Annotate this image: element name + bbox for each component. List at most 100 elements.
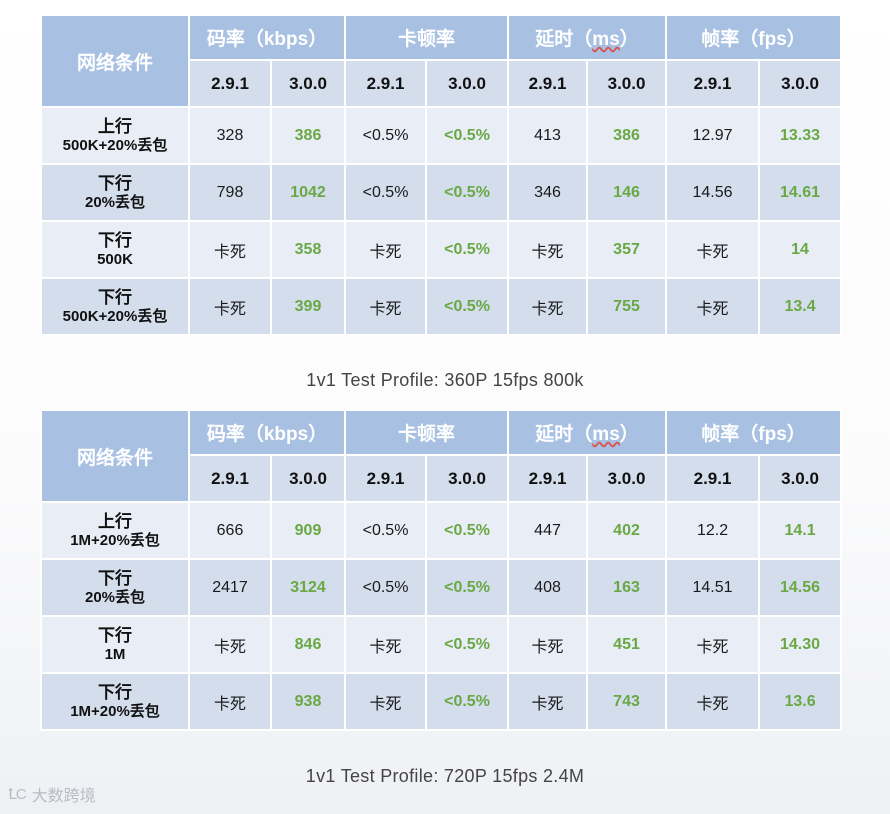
value-cell: 14.61 (758, 163, 843, 222)
version-header: 3.0.0 (758, 454, 843, 503)
table-row: 下行 20%丢包 798 1042 <0.5% <0.5% 346 146 14.… (40, 163, 843, 222)
value-cell: <0.5% (425, 558, 510, 617)
value-cell: 14.1 (758, 501, 843, 560)
network-condition-cell: 下行 20%丢包 (40, 558, 190, 617)
watermark: ꝈC 大数跨境 (8, 782, 96, 806)
value-cell: 358 (269, 220, 347, 279)
value-cell: 卡死 (344, 220, 428, 279)
value-cell: 13.4 (758, 277, 843, 336)
value-cell: 卡死 (665, 220, 761, 279)
bitrate-header: 码率（kbps） (187, 409, 347, 456)
value-cell: 451 (586, 615, 668, 674)
table-caption-360p: 1v1 Test Profile: 360P 15fps 800k (306, 370, 584, 390)
value-cell: <0.5% (425, 501, 510, 560)
value-cell: 328 (188, 106, 272, 165)
network-condition-cell: 下行 1M+20%丢包 (40, 672, 190, 731)
value-cell: 14.56 (758, 558, 843, 617)
version-header: 3.0.0 (586, 454, 668, 503)
version-header: 3.0.0 (425, 454, 510, 503)
value-cell: <0.5% (425, 163, 510, 222)
value-cell: 402 (586, 501, 668, 560)
version-header: 3.0.0 (758, 59, 843, 108)
value-cell: 卡死 (188, 277, 272, 336)
table-row: 下行 20%丢包 2417 3124 <0.5% <0.5% 408 163 14… (40, 558, 843, 617)
version-header: 3.0.0 (586, 59, 668, 108)
bitrate-header: 码率（kbps） (187, 14, 347, 61)
value-cell: <0.5% (344, 501, 428, 560)
value-cell: 3124 (269, 558, 347, 617)
value-cell: 14.51 (665, 558, 761, 617)
version-header: 3.0.0 (269, 454, 347, 503)
value-cell: 12.2 (665, 501, 761, 560)
version-header-row: 2.9.1 3.0.0 2.9.1 3.0.0 2.9.1 3.0.0 2.9.… (41, 454, 843, 503)
network-condition-cell: 上行 500K+20%丢包 (40, 106, 190, 165)
value-cell: <0.5% (425, 220, 510, 279)
version-header: 3.0.0 (425, 59, 510, 108)
value-cell: 卡死 (344, 277, 428, 336)
value-cell: 卡死 (188, 672, 272, 731)
value-cell: 卡死 (507, 220, 589, 279)
network-condition-cell: 下行 1M (40, 615, 190, 674)
value-cell: 卡死 (507, 615, 589, 674)
comparison-table-360p: 网络条件 码率（kbps） 卡顿率 延时（ms） 帧率（fps） 2.9.1 3… (40, 14, 843, 336)
value-cell: 755 (586, 277, 668, 336)
value-cell: 2417 (188, 558, 272, 617)
framerate-header: 帧率（fps） (665, 14, 843, 61)
value-cell: 卡死 (188, 615, 272, 674)
value-cell: 1042 (269, 163, 347, 222)
value-cell: 146 (586, 163, 668, 222)
version-header: 2.9.1 (344, 454, 428, 503)
value-cell: <0.5% (344, 106, 428, 165)
version-header: 2.9.1 (507, 454, 589, 503)
value-cell: 卡死 (665, 672, 761, 731)
table-row: 下行 1M+20%丢包 卡死 938 卡死 <0.5% 卡死 743 卡死 13.… (40, 672, 843, 731)
value-cell: 357 (586, 220, 668, 279)
value-cell: 846 (269, 615, 347, 674)
value-cell: 447 (507, 501, 589, 560)
value-cell: 13.6 (758, 672, 843, 731)
version-header: 2.9.1 (344, 59, 428, 108)
network-condition-cell: 上行 1M+20%丢包 (40, 501, 190, 560)
table-row: 下行 500K+20%丢包 卡死 399 卡死 <0.5% 卡死 755 卡死 1… (40, 277, 843, 336)
version-header: 2.9.1 (665, 59, 761, 108)
network-condition-header: 网络条件 (40, 14, 190, 108)
table-row: 上行 1M+20%丢包 666 909 <0.5% <0.5% 447 402 1… (40, 501, 843, 560)
version-header: 2.9.1 (188, 59, 272, 108)
value-cell: 卡死 (188, 220, 272, 279)
version-header: 2.9.1 (188, 454, 272, 503)
value-cell: 12.97 (665, 106, 761, 165)
framerate-header: 帧率（fps） (665, 409, 843, 456)
value-cell: <0.5% (425, 277, 510, 336)
version-header: 2.9.1 (665, 454, 761, 503)
value-cell: <0.5% (425, 672, 510, 731)
value-cell: 14.56 (665, 163, 761, 222)
stall-rate-header: 卡顿率 (344, 409, 510, 456)
version-header: 2.9.1 (507, 59, 589, 108)
value-cell: 938 (269, 672, 347, 731)
value-cell: 743 (586, 672, 668, 731)
network-condition-header: 网络条件 (40, 409, 190, 503)
stall-rate-header: 卡顿率 (344, 14, 510, 61)
value-cell: 14 (758, 220, 843, 279)
table-row: 下行 1M 卡死 846 卡死 <0.5% 卡死 451 卡死 14.30 (40, 615, 843, 674)
value-cell: <0.5% (425, 615, 510, 674)
value-cell: 346 (507, 163, 589, 222)
value-cell: 13.33 (758, 106, 843, 165)
value-cell: 909 (269, 501, 347, 560)
value-cell: 408 (507, 558, 589, 617)
version-header: 3.0.0 (269, 59, 347, 108)
table-row: 下行 500K 卡死 358 卡死 <0.5% 卡死 357 卡死 14 (40, 220, 843, 279)
value-cell: 798 (188, 163, 272, 222)
value-cell: 386 (586, 106, 668, 165)
value-cell: <0.5% (425, 106, 510, 165)
value-cell: 399 (269, 277, 347, 336)
comparison-table-720p: 网络条件 码率（kbps） 卡顿率 延时（ms） 帧率（fps） 2.9.1 3… (40, 409, 843, 731)
network-condition-cell: 下行 500K (40, 220, 190, 279)
latency-header: 延时（ms） (507, 14, 668, 61)
value-cell: 卡死 (507, 672, 589, 731)
value-cell: 卡死 (507, 277, 589, 336)
value-cell: 卡死 (344, 672, 428, 731)
network-condition-cell: 下行 500K+20%丢包 (40, 277, 190, 336)
version-header-row: 2.9.1 3.0.0 2.9.1 3.0.0 2.9.1 3.0.0 2.9.… (41, 59, 843, 108)
jiyun-logo-icon: ꝈC (8, 786, 27, 803)
